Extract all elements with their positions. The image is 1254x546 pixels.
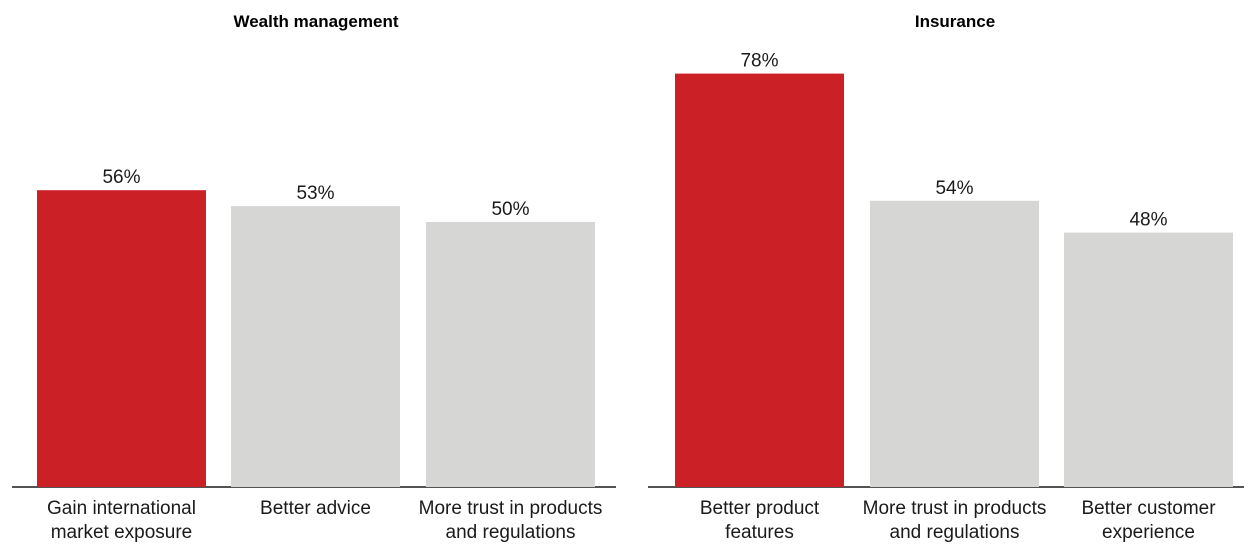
data-label: 48% xyxy=(1129,210,1167,231)
category-label: Gain international xyxy=(47,498,196,519)
bar xyxy=(1064,232,1233,487)
value-label-group: 78% 54% 48% xyxy=(740,51,1167,231)
chart-panel-wealth-management: Wealth management 56% 53% 50% Gain interna… xyxy=(12,12,616,543)
value-label-group: 56% 53% 50% xyxy=(102,167,529,220)
data-label: 56% xyxy=(102,167,140,188)
bar xyxy=(231,206,400,487)
category-label: market exposure xyxy=(51,522,193,543)
chart-title: Insurance xyxy=(915,12,995,31)
category-label-group: Better product features More trust in prod… xyxy=(700,498,1216,543)
category-label: More trust in products xyxy=(419,498,603,519)
bar-group xyxy=(37,190,595,487)
category-label: Better advice xyxy=(260,498,371,519)
data-label: 54% xyxy=(935,178,973,199)
chart-panel-insurance: Insurance 78% 54% 48% Better product featur… xyxy=(648,12,1244,543)
category-label: More trust in products xyxy=(863,498,1047,519)
bar xyxy=(675,73,844,487)
category-label: and regulations xyxy=(890,522,1020,543)
category-label: and regulations xyxy=(446,522,576,543)
category-label: Better product xyxy=(700,498,820,519)
chart-title: Wealth management xyxy=(233,12,398,31)
category-label-group: Gain international market exposure Better … xyxy=(47,498,602,543)
category-label: features xyxy=(725,522,794,543)
data-label: 53% xyxy=(296,183,334,204)
bar xyxy=(426,222,595,487)
bar xyxy=(870,200,1039,488)
category-label: Better customer xyxy=(1081,498,1216,519)
category-label: experience xyxy=(1102,522,1195,543)
bar xyxy=(37,190,206,487)
bar-group xyxy=(675,73,1233,488)
data-label: 78% xyxy=(740,51,778,72)
data-label: 50% xyxy=(491,199,529,220)
